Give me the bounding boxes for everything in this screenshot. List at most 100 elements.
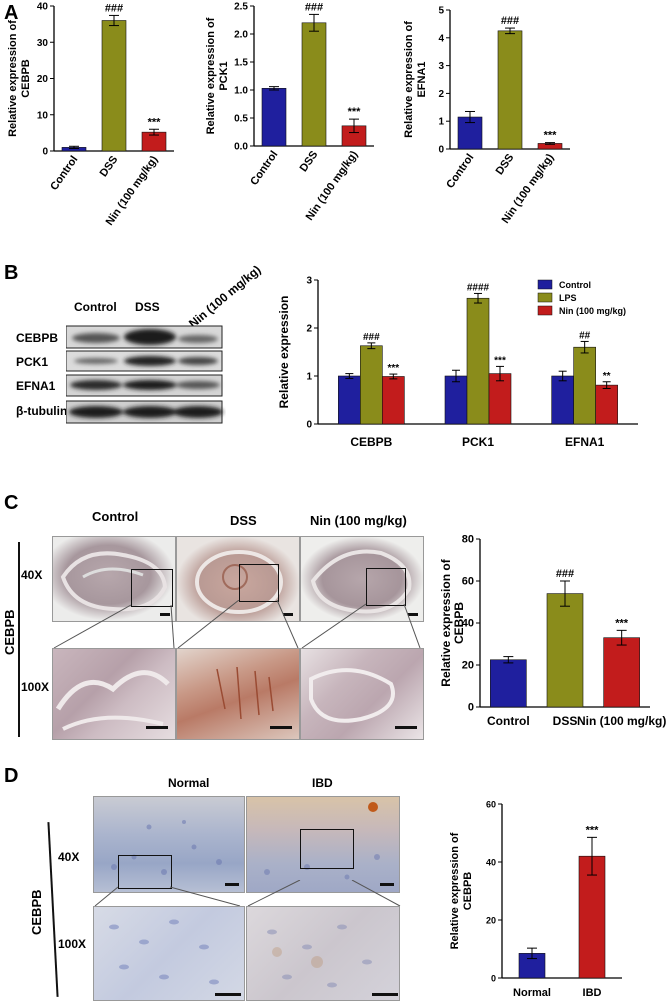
y-tick-label: 1 (306, 372, 312, 383)
y-axis-label: CEBPB (20, 59, 32, 98)
micrograph-ibd-40x (246, 796, 400, 893)
bar (466, 297, 490, 425)
scale-bar (160, 613, 170, 616)
stain-label-c: CEBPB (2, 609, 17, 655)
y-tick-label: 0 (491, 974, 496, 984)
blot-protein-cebpb: CEBPB (16, 331, 59, 345)
legend-label: LPS (559, 293, 577, 303)
zoom-box-normal (118, 855, 172, 889)
bar (490, 659, 527, 708)
y-axis-label: PCK1 (218, 61, 230, 90)
scale-bar (146, 726, 168, 729)
bar (444, 375, 468, 425)
y-tick-label: 1 (438, 117, 444, 128)
legend-swatch (537, 292, 553, 303)
category-label: Control (444, 152, 476, 191)
micrograph-normal-100x (93, 906, 245, 1001)
significance-label: *** (494, 355, 506, 366)
micrograph-dss-100x (176, 648, 300, 740)
significance-label: ** (603, 371, 611, 382)
scale-bar (380, 883, 394, 886)
legend-label: Nin (100 mg/kg) (559, 306, 626, 316)
mag-label-100x-d: 100X (58, 937, 87, 951)
y-tick-label: 2.5 (234, 2, 248, 13)
y-tick-label: 1.5 (234, 58, 248, 69)
significance-label: *** (586, 824, 600, 836)
y-tick-label: 5 (438, 6, 444, 17)
legend-swatch (537, 279, 553, 290)
chart-cebpb-expression: 0 10 20 30 40 Relative expression of CEBPB Cont… (7, 2, 174, 228)
y-tick-label: 3 (438, 61, 444, 72)
significance-label: ## (579, 330, 591, 341)
category-label: DSS (98, 154, 121, 179)
category-label: Control (487, 714, 530, 728)
category-label: DSS (494, 152, 517, 177)
y-tick-label: 2 (306, 324, 312, 335)
category-label: Control (48, 154, 80, 193)
bar (261, 88, 287, 147)
significance-label: ### (556, 568, 574, 580)
y-tick-label: 40 (37, 2, 49, 13)
zoom-box-ibd (300, 829, 354, 869)
y-tick-label: 20 (37, 74, 49, 85)
blot-lane-dss: DSS (135, 300, 160, 314)
category-label: Normal (513, 987, 551, 999)
significance-label: *** (544, 130, 558, 142)
category-label: CEBPB (350, 435, 392, 449)
category-label: Nin (100 mg/kg) (577, 714, 666, 728)
stain-label-d: CEBPB (29, 889, 44, 935)
zoom-lines-d (94, 880, 401, 907)
legend-swatch (537, 305, 553, 316)
bar (551, 375, 574, 425)
panel-label-a: A (4, 2, 19, 24)
y-tick-label: 0 (438, 145, 444, 156)
scale-bar (395, 726, 417, 729)
blot-protein-tubulin: β-tubulin (16, 404, 68, 418)
y-tick-label: 0.5 (234, 114, 248, 125)
bar (497, 30, 523, 150)
panel-label-d: D (4, 765, 19, 787)
bar (360, 345, 383, 425)
y-axis-label: Relative expression of (403, 21, 415, 138)
chart-efna1-expression: 0 1 2 3 4 5 Relative expression of EFNA1 Control… (403, 6, 570, 226)
significance-label: ### (305, 1, 323, 13)
scale-bar (215, 993, 241, 996)
bar (301, 22, 327, 147)
zoom-lines-c (53, 600, 421, 649)
y-tick-label: 30 (37, 38, 49, 49)
col-label-dss: DSS (230, 513, 257, 528)
significance-label: *** (387, 363, 399, 374)
micrograph-control-40x (52, 536, 176, 622)
micrograph-nin-40x (300, 536, 424, 622)
row-divider-c (18, 542, 20, 737)
y-tick-label: 60 (462, 576, 474, 588)
scale-bar (225, 883, 239, 886)
blot-bands (66, 325, 223, 424)
significance-label: #### (467, 282, 490, 293)
y-tick-label: 1.0 (234, 86, 248, 97)
category-label: Control (248, 149, 280, 188)
y-tick-label: 20 (486, 916, 496, 926)
zoom-box-control (131, 569, 173, 607)
y-tick-label: 80 (462, 534, 474, 546)
mag-label-40x-c: 40X (21, 568, 43, 582)
panel-label-c: C (4, 492, 19, 514)
y-tick-label: 2.0 (234, 30, 248, 41)
chart-pck1-expression: 0.0 0.5 1.0 1.5 2.0 2.5 Relative expression of… (205, 1, 374, 223)
micrograph-ibd-100x (246, 906, 400, 1001)
col-label-normal: Normal (168, 776, 210, 790)
zoom-box-nin (366, 568, 406, 606)
y-tick-label: 3 (306, 276, 312, 287)
y-tick-label: 4 (438, 33, 444, 44)
row-divider-d (47, 822, 59, 997)
y-axis-label: Relative expression of (450, 832, 461, 949)
significance-label: *** (148, 116, 162, 128)
chart-cebpb-ibd-quant: 0 20 40 60 Relative expression of CEBPB Normal… (450, 800, 622, 999)
micrograph-control-100x (52, 648, 176, 740)
y-axis-label: Relative expression of (205, 17, 217, 134)
significance-label: *** (348, 106, 362, 118)
y-axis-label: CEBPB (462, 872, 474, 911)
chart-cebpb-ihc-quant: 0 20 40 60 80 Relative expression of CEBPB Cont… (440, 534, 666, 729)
zoom-box-dss (239, 564, 279, 602)
significance-label: *** (615, 617, 629, 629)
